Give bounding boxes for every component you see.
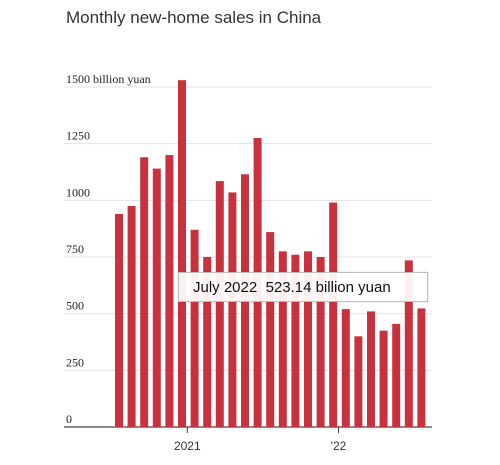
bar[interactable] xyxy=(203,257,212,427)
y-tick-label: 500 xyxy=(66,299,84,313)
bar[interactable] xyxy=(367,311,375,427)
x-tick-label: '22 xyxy=(331,439,347,453)
bar[interactable] xyxy=(417,308,426,427)
bar[interactable] xyxy=(165,155,174,427)
bar[interactable] xyxy=(266,232,275,427)
bar[interactable] xyxy=(379,330,388,427)
y-tick-label: 0 xyxy=(66,412,72,426)
bar[interactable] xyxy=(140,157,149,427)
bar[interactable] xyxy=(329,202,338,427)
bar[interactable] xyxy=(341,309,350,427)
x-axis-ticks: 2021 '22 xyxy=(174,427,347,453)
bar[interactable] xyxy=(127,206,136,427)
y-axis-ticks: 0 250 500 750 1000 1250 1500 billion yuan xyxy=(66,72,151,426)
y-tick-label: 750 xyxy=(66,242,84,256)
tooltip: July 2022 523.14 billion yuan xyxy=(178,272,428,302)
x-tick-label: 2021 xyxy=(174,439,201,453)
bar[interactable] xyxy=(354,336,363,427)
bar[interactable] xyxy=(291,254,300,427)
y-tick-label: 1250 xyxy=(66,129,90,143)
bar[interactable] xyxy=(178,80,186,427)
y-tick-label: 1000 xyxy=(66,185,90,199)
bar[interactable] xyxy=(115,213,123,427)
bar[interactable] xyxy=(316,257,325,427)
bars xyxy=(115,80,426,427)
tooltip-month: July 2022 xyxy=(193,279,258,296)
y-tick-label: 1500 billion yuan xyxy=(66,72,151,86)
bar[interactable] xyxy=(304,251,312,427)
bar[interactable] xyxy=(228,192,237,427)
bar[interactable] xyxy=(404,260,413,427)
bar[interactable] xyxy=(152,168,161,427)
tooltip-value: 523.14 billion yuan xyxy=(265,279,391,296)
chart-title: Monthly new-home sales in China xyxy=(66,8,322,27)
y-tick-label: 250 xyxy=(66,355,84,369)
bar[interactable] xyxy=(190,229,199,427)
bar[interactable] xyxy=(392,323,401,427)
bar[interactable] xyxy=(278,251,287,427)
bar[interactable] xyxy=(215,181,224,427)
